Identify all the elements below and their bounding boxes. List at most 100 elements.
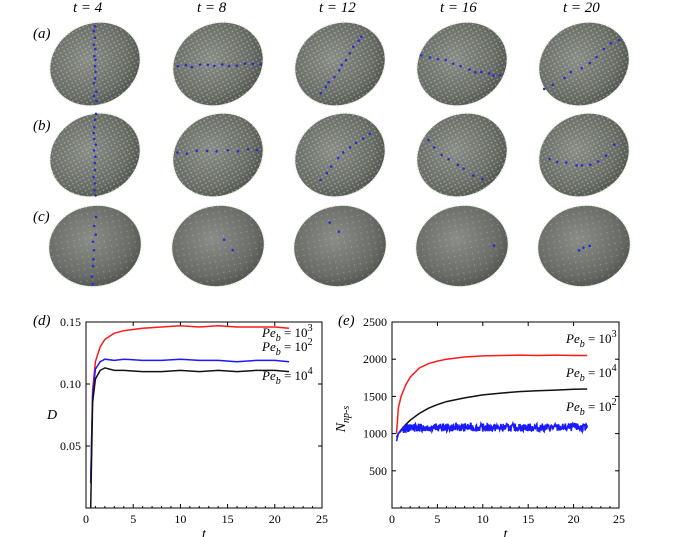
plot-frame — [85, 321, 323, 509]
particle-dot — [348, 51, 352, 55]
particle-dot — [548, 157, 551, 161]
particle-dot — [348, 146, 352, 149]
particle-dot — [94, 112, 98, 116]
particle-dot — [580, 163, 584, 167]
ellipsoid-r1-c5 — [538, 21, 630, 107]
particle-dot — [588, 61, 592, 65]
ellipsoid-r1-c1 — [49, 21, 141, 107]
particle-dot — [609, 41, 613, 45]
y-tick-label: 0.05 — [60, 439, 81, 453]
particle-dot — [488, 72, 491, 75]
particle-dot — [328, 221, 331, 224]
particle-dot — [428, 56, 432, 59]
particle-dot — [93, 47, 97, 51]
x-tick-label: 25 — [316, 512, 328, 526]
particle-dot — [569, 70, 573, 74]
ellipsoid-r3-c3 — [293, 204, 387, 288]
ellipsoid-r1-c4 — [416, 21, 508, 107]
particle-dot — [595, 55, 598, 59]
series-label-1: Peb = 103 — [565, 329, 617, 350]
particle-dot — [481, 177, 484, 181]
particle-dot — [329, 165, 333, 168]
particle-dot — [220, 63, 224, 66]
particle-dot — [176, 64, 180, 68]
particle-dot — [468, 68, 471, 71]
particle-dot — [92, 224, 96, 228]
y-tick-label: 2000 — [363, 352, 387, 366]
x-tick-label: 20 — [269, 512, 281, 526]
particle-dot — [575, 164, 578, 167]
series-line-2 — [89, 358, 290, 484]
particle-dot — [251, 62, 255, 66]
particle-dot — [602, 47, 606, 51]
particle-dot — [563, 76, 566, 80]
particle-dot — [255, 148, 259, 152]
ellipsoid-r3-c2 — [171, 204, 265, 288]
particle-dot — [542, 87, 546, 91]
particle-dot — [327, 80, 330, 84]
particle-dot — [243, 62, 247, 65]
particle-dot — [92, 257, 95, 261]
particle-dot — [596, 160, 600, 163]
particle-dot — [336, 156, 340, 160]
particle-dot — [91, 282, 95, 286]
particle-dot — [236, 149, 240, 153]
ellipsoid-grid — [48, 21, 631, 288]
series-label-1: Peb = 103 — [261, 323, 313, 344]
particle-chain-r1-c2 — [176, 62, 263, 69]
particle-dot — [93, 36, 97, 40]
particle-chain-r2-c1 — [92, 112, 98, 197]
particle-dot — [212, 64, 216, 68]
particle-dot — [92, 94, 96, 98]
time-label-4: t = 4 — [73, 0, 103, 16]
ellipsoid-r1-c2 — [172, 21, 264, 107]
ellipsoid-r2-c4 — [416, 112, 508, 198]
particle-dot — [551, 83, 554, 87]
x-tick-label: 25 — [613, 512, 625, 526]
y-axis-label: D — [46, 408, 57, 423]
particle-dot — [93, 161, 97, 165]
particle-dot — [577, 249, 581, 252]
particle-chain-r3-c5 — [577, 244, 591, 252]
particle-dot — [92, 81, 96, 85]
ellipsoid-r2-c1 — [49, 112, 141, 198]
particle-dot — [436, 57, 440, 61]
particle-dot — [368, 132, 372, 136]
particle-dot — [324, 85, 328, 89]
particle-chain-r1-c1 — [92, 24, 98, 103]
particle-dot — [337, 230, 341, 233]
particle-dot — [92, 248, 96, 252]
particle-dot — [604, 154, 608, 157]
particle-dot — [93, 188, 96, 192]
particle-dot — [94, 143, 98, 146]
particle-dot — [94, 194, 97, 197]
time-label-16: t = 16 — [440, 0, 477, 16]
particle-chain-r3-c4 — [492, 244, 496, 247]
particle-dot — [419, 54, 423, 57]
panel-label-d: (d) — [33, 313, 51, 329]
particle-dot — [447, 157, 450, 161]
particle-dot — [492, 74, 495, 77]
particle-dot — [92, 131, 95, 135]
particle-dot — [176, 151, 179, 154]
particle-dot — [617, 38, 621, 42]
particle-dot — [227, 64, 231, 68]
particle-chain-r3-c1 — [90, 215, 98, 286]
x-tick-label: 10 — [174, 512, 186, 526]
x-tick-label: 10 — [477, 512, 489, 526]
particle-dot — [357, 39, 361, 42]
particle-dot — [190, 65, 194, 69]
ellipsoid-r2-c3 — [294, 112, 386, 198]
particle-dot — [231, 248, 235, 252]
particle-dot — [93, 125, 96, 129]
particle-dot — [94, 215, 98, 219]
particle-dot — [206, 63, 210, 67]
row-label-b: (b) — [33, 118, 51, 134]
particle-dot — [94, 70, 97, 74]
particle-dot — [90, 275, 94, 278]
ellipsoid-r2-c5 — [538, 112, 630, 198]
particle-dot — [94, 155, 97, 159]
row-label-c: (c) — [33, 209, 50, 225]
